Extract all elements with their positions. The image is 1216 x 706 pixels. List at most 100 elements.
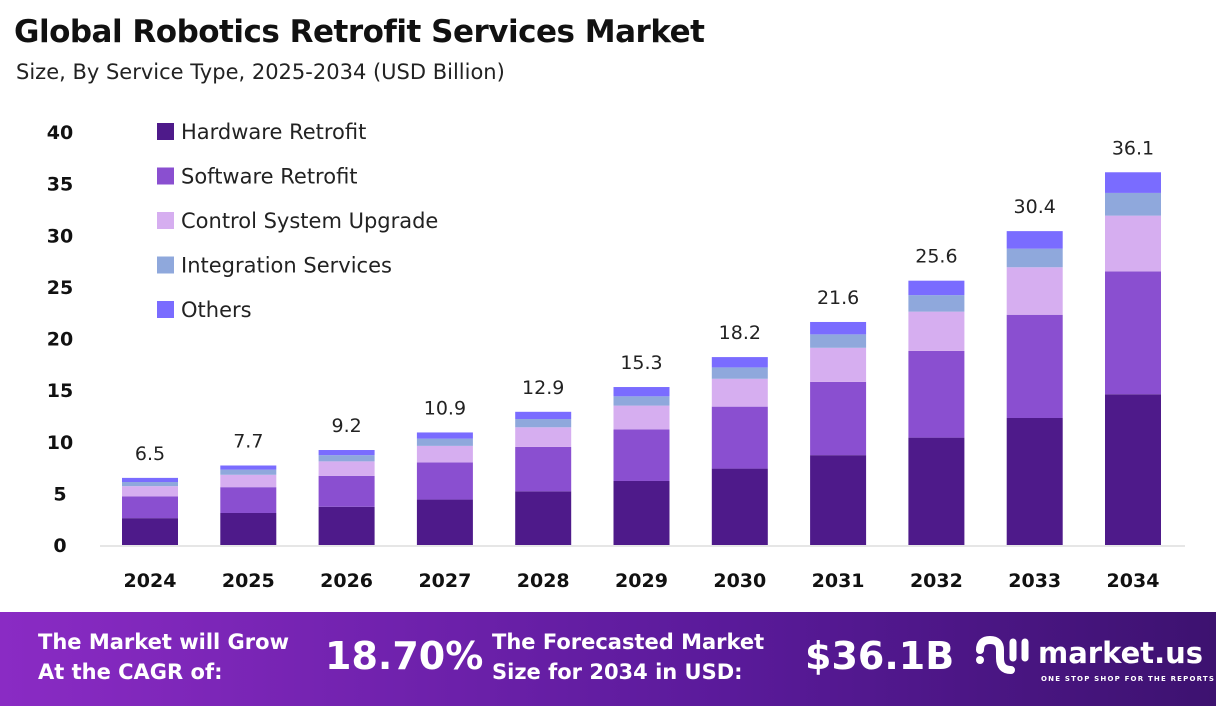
- bar-segment-others: [613, 387, 670, 397]
- bar-segment-others: [318, 450, 375, 456]
- bar-segment-integration-services: [908, 295, 965, 312]
- bar-segment-software-retrofit: [318, 475, 375, 507]
- bar-segment-hardware-retrofit: [220, 512, 277, 545]
- legend-label: Others: [181, 298, 252, 322]
- bar-segment-hardware-retrofit: [1006, 418, 1063, 545]
- bar-segment-others: [220, 465, 277, 470]
- x-tick-label: 2032: [910, 570, 963, 592]
- total-data-label: 12.9: [522, 377, 564, 399]
- y-tick-label: 10: [47, 432, 73, 454]
- footer-banner: The Market will Grow At the CAGR of: 18.…: [0, 612, 1216, 706]
- total-data-label: 10.9: [424, 397, 466, 419]
- x-tick-label: 2028: [517, 570, 570, 592]
- bar-segment-integration-services: [122, 482, 178, 487]
- bar-segment-control-system-upgrade: [613, 405, 670, 430]
- y-tick-label: 25: [47, 277, 73, 299]
- total-data-label: 30.4: [1014, 196, 1056, 218]
- legend-swatch: [157, 212, 174, 229]
- chart-title: Global Robotics Retrofit Services Market: [14, 14, 705, 50]
- legend-label: Software Retrofit: [181, 165, 358, 189]
- forecast-label-2: Size for 2034 in USD:: [492, 660, 743, 684]
- bar-segment-software-retrofit: [711, 406, 768, 469]
- x-tick-label: 2031: [812, 570, 865, 592]
- bar-segment-software-retrofit: [122, 496, 178, 519]
- bar-segment-integration-services: [1105, 192, 1161, 216]
- bar-segment-control-system-upgrade: [122, 486, 178, 497]
- bar-segment-hardware-retrofit: [908, 437, 965, 545]
- total-data-label: 18.2: [719, 322, 761, 344]
- bar-segment-integration-services: [220, 469, 277, 475]
- legend-label: Control System Upgrade: [181, 209, 438, 233]
- cagr-label-2: At the CAGR of:: [38, 660, 223, 684]
- bar-segment-hardware-retrofit: [711, 468, 768, 545]
- forecast-label-1: The Forecasted Market: [492, 630, 765, 654]
- bar-segment-others: [515, 411, 572, 420]
- bar-segment-control-system-upgrade: [908, 311, 965, 351]
- total-data-label: 25.6: [915, 246, 957, 268]
- legend-swatch: [157, 123, 174, 140]
- logo-tagline: ONE STOP SHOP FOR THE REPORTS: [1041, 675, 1216, 683]
- bar-segment-control-system-upgrade: [1105, 215, 1161, 272]
- total-data-label: 21.6: [817, 287, 859, 309]
- x-tick-label: 2030: [713, 570, 766, 592]
- y-tick-label: 40: [47, 122, 73, 144]
- x-tick-label: 2027: [418, 570, 471, 592]
- y-tick-label: 20: [47, 329, 73, 351]
- bar-segment-hardware-retrofit: [613, 480, 670, 545]
- bar-chart: 05101520253035406.520247.720259.2202610.…: [47, 120, 1185, 592]
- bar-segment-others: [908, 280, 965, 296]
- bar-segment-control-system-upgrade: [515, 427, 572, 447]
- market-us-logo-icon: [976, 636, 1029, 674]
- y-tick-label: 0: [53, 535, 66, 557]
- bar-segment-software-retrofit: [908, 350, 965, 438]
- bar-segment-software-retrofit: [810, 381, 867, 456]
- total-data-label: 15.3: [620, 352, 662, 374]
- bar-segment-software-retrofit: [416, 462, 473, 500]
- bar-segment-others: [810, 321, 867, 335]
- bar-segment-control-system-upgrade: [318, 461, 375, 476]
- forecast-value: $36.1B: [805, 634, 955, 678]
- x-tick-label: 2024: [124, 570, 177, 592]
- bar-segment-integration-services: [711, 367, 768, 379]
- bar-segment-control-system-upgrade: [416, 445, 473, 463]
- bar-segment-integration-services: [416, 438, 473, 446]
- bar-segment-control-system-upgrade: [1006, 267, 1063, 315]
- bar-segment-others: [416, 432, 473, 439]
- y-tick-label: 15: [47, 380, 73, 402]
- x-tick-label: 2034: [1107, 570, 1160, 592]
- x-tick-label: 2033: [1008, 570, 1061, 592]
- cagr-value: 18.70%: [325, 634, 484, 678]
- bar-segment-software-retrofit: [613, 429, 670, 481]
- bar-segment-software-retrofit: [220, 487, 277, 513]
- cagr-label-1: The Market will Grow: [38, 630, 289, 654]
- bar-segment-software-retrofit: [1006, 314, 1063, 419]
- bar-segment-control-system-upgrade: [220, 474, 277, 488]
- bar-segment-hardware-retrofit: [122, 518, 178, 545]
- y-tick-label: 5: [53, 483, 66, 505]
- bar-segment-hardware-retrofit: [515, 491, 572, 545]
- total-data-label: 36.1: [1112, 137, 1154, 159]
- bar-segment-hardware-retrofit: [416, 499, 473, 545]
- bar-segment-integration-services: [515, 419, 572, 428]
- bar-segment-integration-services: [1006, 248, 1063, 268]
- bar-segment-hardware-retrofit: [318, 506, 375, 545]
- bar-segment-others: [711, 357, 768, 368]
- x-tick-label: 2025: [222, 570, 275, 592]
- legend-label: Hardware Retrofit: [181, 120, 366, 144]
- bar-segment-hardware-retrofit: [1105, 394, 1161, 545]
- bar-segment-software-retrofit: [1105, 271, 1161, 395]
- bar-segment-control-system-upgrade: [810, 347, 867, 382]
- bar-segment-others: [1006, 231, 1063, 249]
- bar-segment-integration-services: [613, 396, 670, 406]
- bar-segment-hardware-retrofit: [810, 455, 867, 545]
- y-tick-label: 35: [47, 174, 73, 196]
- legend-swatch: [157, 256, 174, 274]
- total-data-label: 6.5: [135, 443, 165, 465]
- legend-swatch: [157, 301, 174, 318]
- x-tick-label: 2029: [615, 570, 668, 592]
- bar-segment-others: [1105, 172, 1161, 193]
- chart-subtitle: Size, By Service Type, 2025-2034 (USD Bi…: [16, 60, 505, 84]
- total-data-label: 7.7: [233, 430, 263, 452]
- x-tick-label: 2026: [320, 570, 373, 592]
- bar-segment-integration-services: [810, 334, 867, 348]
